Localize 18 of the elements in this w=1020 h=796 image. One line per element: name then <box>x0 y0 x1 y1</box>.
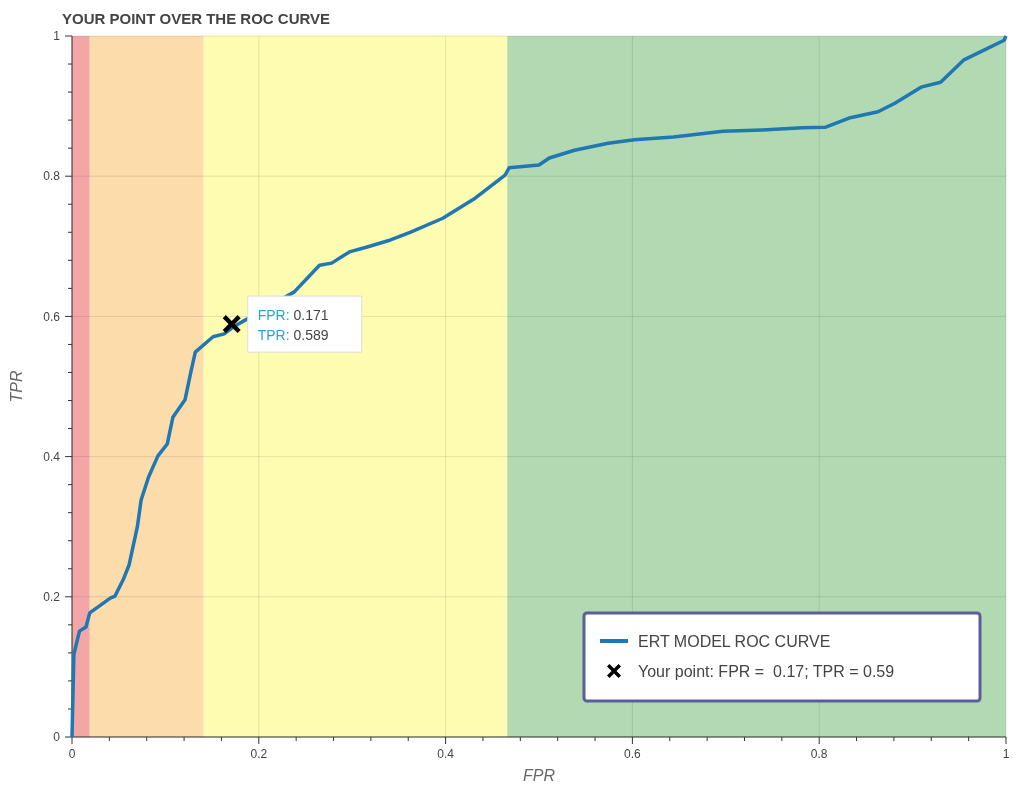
x-tick-label: 0.6 <box>624 747 642 761</box>
chart-title: YOUR POINT OVER THE ROC CURVE <box>62 10 331 27</box>
x-tick-label: 0.2 <box>250 747 268 761</box>
y-tick-label: 0.4 <box>43 449 61 464</box>
x-tick-label: 0.8 <box>810 747 828 761</box>
y-tick-label: 0.6 <box>43 309 61 324</box>
y-tick-label: 0.2 <box>43 590 61 604</box>
x-axis-title: FPR <box>523 767 556 784</box>
y-tick-label: 0.8 <box>43 169 61 184</box>
x-tick-label: 0.4 <box>437 747 455 761</box>
annotation: FPR: 0.171 TPR: 0.589 <box>257 307 329 344</box>
legend-label: ERT MODEL ROC CURVE <box>638 632 831 650</box>
legend-label: Your point: FPR = 0.17; TPR = 0.59 <box>638 662 895 680</box>
y-axis-title: TPR <box>8 370 25 403</box>
y-tick-label: 0 <box>53 730 61 745</box>
x-tick-label: 0 <box>68 747 76 761</box>
x-tick-label: 1 <box>1002 747 1010 761</box>
y-tick-label: 1 <box>53 29 61 44</box>
